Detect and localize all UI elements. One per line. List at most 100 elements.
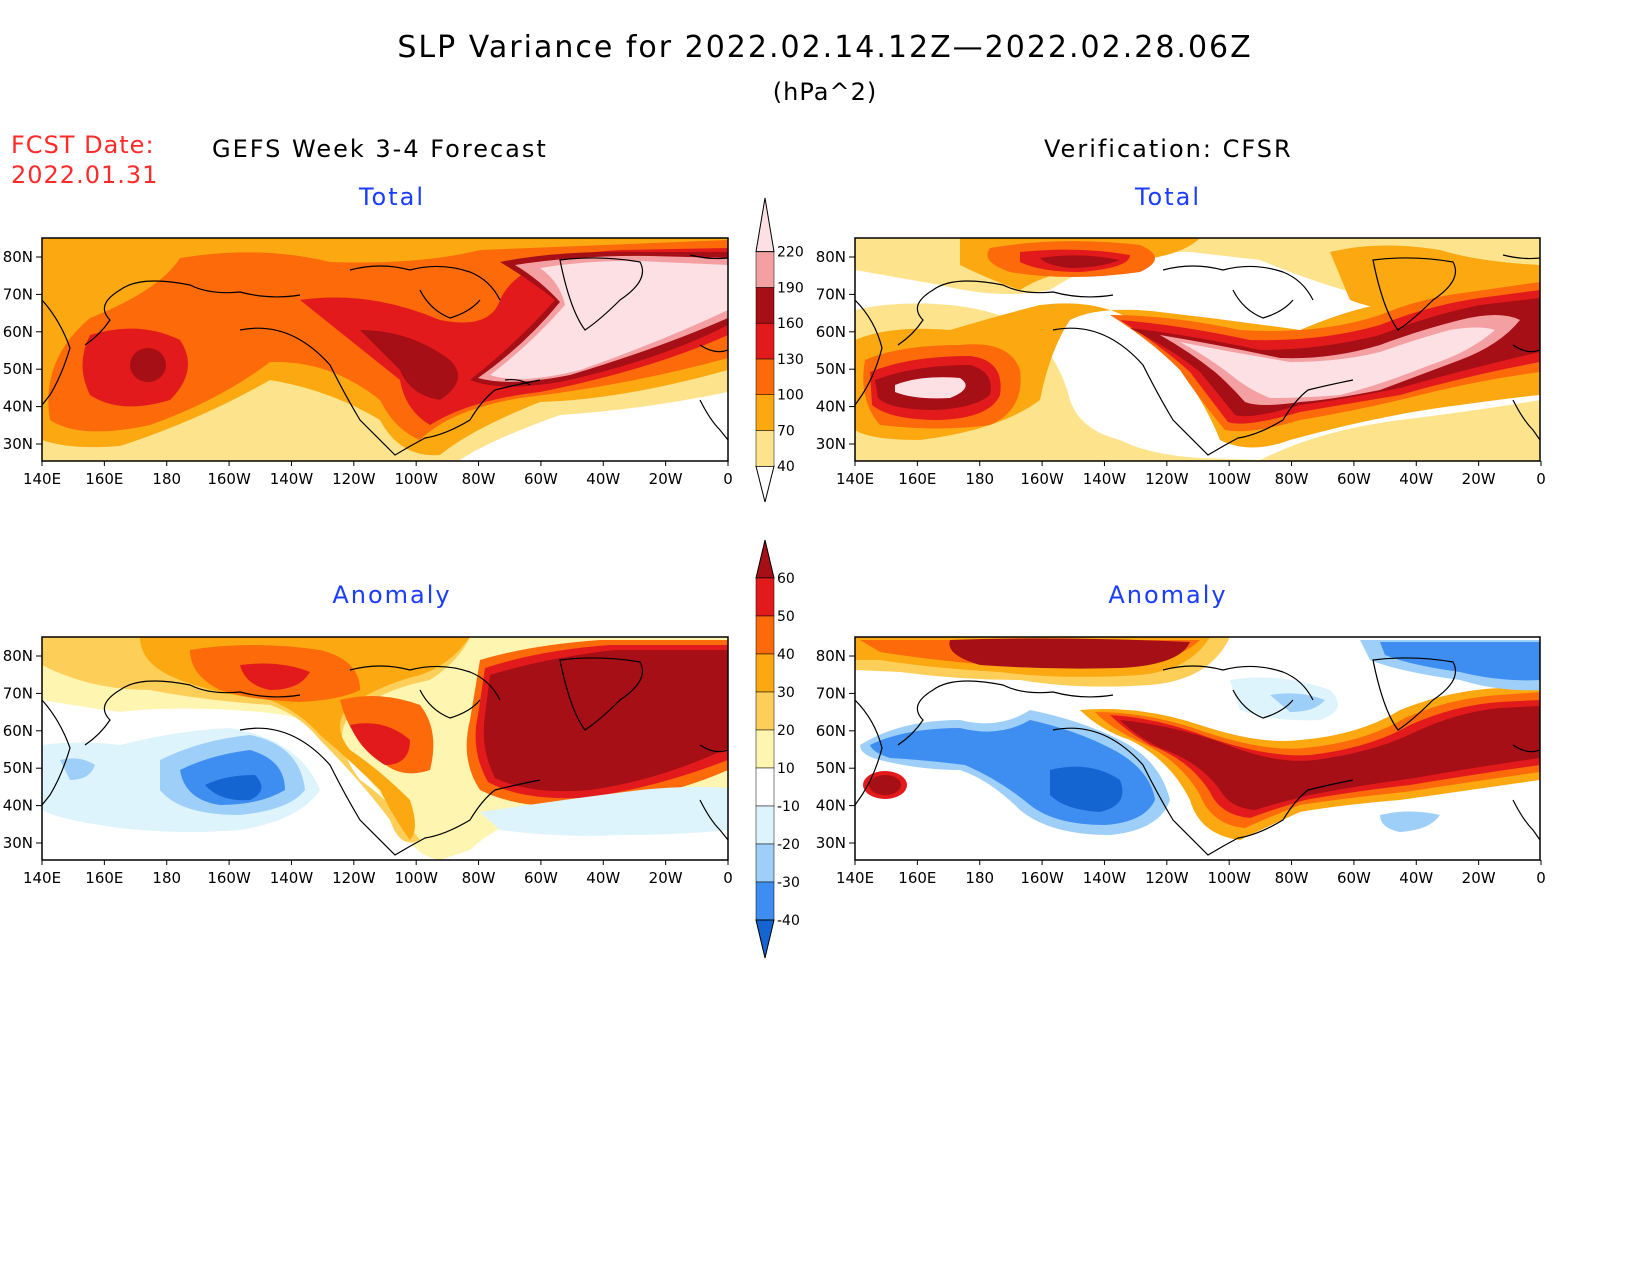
lon-label: 20W <box>649 470 683 488</box>
lat-label: 80N <box>816 647 846 665</box>
units-subtitle: (hPa^2) <box>772 78 878 106</box>
lon-label: 0 <box>723 470 733 488</box>
lon-label: 0 <box>1536 869 1546 887</box>
lat-label: 50N <box>816 360 846 378</box>
lon-label: 160E <box>85 470 123 488</box>
fcst-date-value: 2022.01.31 <box>11 161 159 189</box>
colorbar-segment <box>755 615 775 655</box>
coastlines <box>855 254 1540 456</box>
panel-title-fcst-total: Total <box>358 183 426 211</box>
colorbar-tick-label: -30 <box>777 875 800 891</box>
lon-label: 120W <box>1145 470 1189 488</box>
lon-label: 140E <box>836 470 874 488</box>
colorbar-segment <box>755 465 775 503</box>
lon-label: 80W <box>462 470 496 488</box>
colorbar-segment <box>755 805 775 845</box>
map-fcst-total <box>42 238 728 461</box>
panel-title-verif-anom: Anomaly <box>1108 581 1228 609</box>
coastlines <box>42 254 728 456</box>
lat-label: 30N <box>816 435 846 453</box>
lat-label: 30N <box>3 435 33 453</box>
colorbar-total: 40 70 100 130 160 190 220 <box>755 197 804 503</box>
lat-label: 40N <box>816 797 846 815</box>
lon-label: 60W <box>1337 470 1371 488</box>
lat-label: 50N <box>816 759 846 777</box>
lon-label: 160W <box>207 470 251 488</box>
lon-label: 140W <box>270 470 314 488</box>
lat-label: 60N <box>816 323 846 341</box>
lon-label: 20W <box>1462 869 1496 887</box>
lon-label: 120W <box>332 869 376 887</box>
colorbar-tick-label: 10 <box>777 761 795 777</box>
lon-label: 20W <box>649 869 683 887</box>
lon-label: 120W <box>1145 869 1189 887</box>
axis-labels: 80N 70N 60N 50N 40N 30N 140E 160E 180 160W 140W 120… <box>3 248 1546 887</box>
lon-label: 40W <box>1399 470 1433 488</box>
colorbar-segment <box>755 430 775 467</box>
lat-label: 30N <box>3 834 33 852</box>
colorbar-tick-label: -20 <box>777 837 800 853</box>
colorbar-segment <box>755 251 775 288</box>
lat-label: 50N <box>3 759 33 777</box>
fcst-date-label: FCST Date: <box>11 131 155 159</box>
lon-label: 60W <box>524 869 558 887</box>
colorbar-anomaly: 60 50 40 30 20 10 -10 -20 -30 -40 <box>755 539 800 959</box>
forecast-heading: GEFS Week 3-4 Forecast <box>212 135 548 163</box>
lat-label: 60N <box>816 722 846 740</box>
lon-label: 80W <box>462 869 496 887</box>
lon-label: 60W <box>524 470 558 488</box>
colorbar-segment <box>755 881 775 921</box>
map-verif-total <box>855 238 1540 461</box>
lat-label: 50N <box>3 360 33 378</box>
lon-label: 160W <box>1020 470 1064 488</box>
colorbar-segment <box>755 577 775 617</box>
lon-label: 180 <box>152 470 181 488</box>
lon-label: 20W <box>1462 470 1496 488</box>
lat-label: 80N <box>816 248 846 266</box>
lat-label: 70N <box>816 684 846 702</box>
lon-label: 120W <box>332 470 376 488</box>
colorbar-tick-label: 40 <box>777 459 795 475</box>
lon-label: 40W <box>1399 869 1433 887</box>
lat-label: 80N <box>3 248 33 266</box>
lon-label: 0 <box>1536 470 1546 488</box>
colorbar-segment <box>755 358 775 395</box>
verification-heading: Verification: CFSR <box>1044 135 1293 163</box>
lon-label: 180 <box>965 869 994 887</box>
colorbar-tick-label: -40 <box>777 913 800 929</box>
lon-label: 160E <box>898 869 936 887</box>
coastlines <box>42 657 728 856</box>
panel-title-fcst-anom: Anomaly <box>332 581 452 609</box>
lon-label: 180 <box>965 470 994 488</box>
colorbar-tick-label: 190 <box>777 280 804 296</box>
lon-label: 0 <box>723 869 733 887</box>
colorbar-tick-label: 70 <box>777 423 795 439</box>
lon-label: 100W <box>1207 470 1251 488</box>
lon-label: 140W <box>270 869 314 887</box>
colorbar-tick-label: 100 <box>777 388 804 404</box>
lat-label: 30N <box>816 834 846 852</box>
colorbar-segment <box>755 767 775 807</box>
colorbar-segment <box>755 539 775 579</box>
lon-label: 160W <box>207 869 251 887</box>
colorbar-tick-label: -10 <box>777 799 800 815</box>
colorbar-tick-label: 20 <box>777 723 795 739</box>
colorbar-segment <box>755 287 775 324</box>
lon-label: 160E <box>898 470 936 488</box>
map-fcst-anomaly <box>42 637 728 860</box>
lon-label: 140E <box>23 470 61 488</box>
lon-label: 80W <box>1275 869 1309 887</box>
lon-label: 60W <box>1337 869 1371 887</box>
colorbar-segment <box>755 843 775 883</box>
colorbar-tick-label: 40 <box>777 647 795 663</box>
lon-label: 100W <box>394 869 438 887</box>
colorbar-tick-label: 60 <box>777 571 795 587</box>
map-verif-anomaly <box>855 637 1540 860</box>
lat-label: 70N <box>3 684 33 702</box>
lon-label: 100W <box>1207 869 1251 887</box>
colorbar-segment <box>755 691 775 731</box>
lon-label: 140W <box>1083 869 1127 887</box>
colorbar-tick-label: 220 <box>777 245 804 261</box>
colorbar-segment <box>755 322 775 360</box>
